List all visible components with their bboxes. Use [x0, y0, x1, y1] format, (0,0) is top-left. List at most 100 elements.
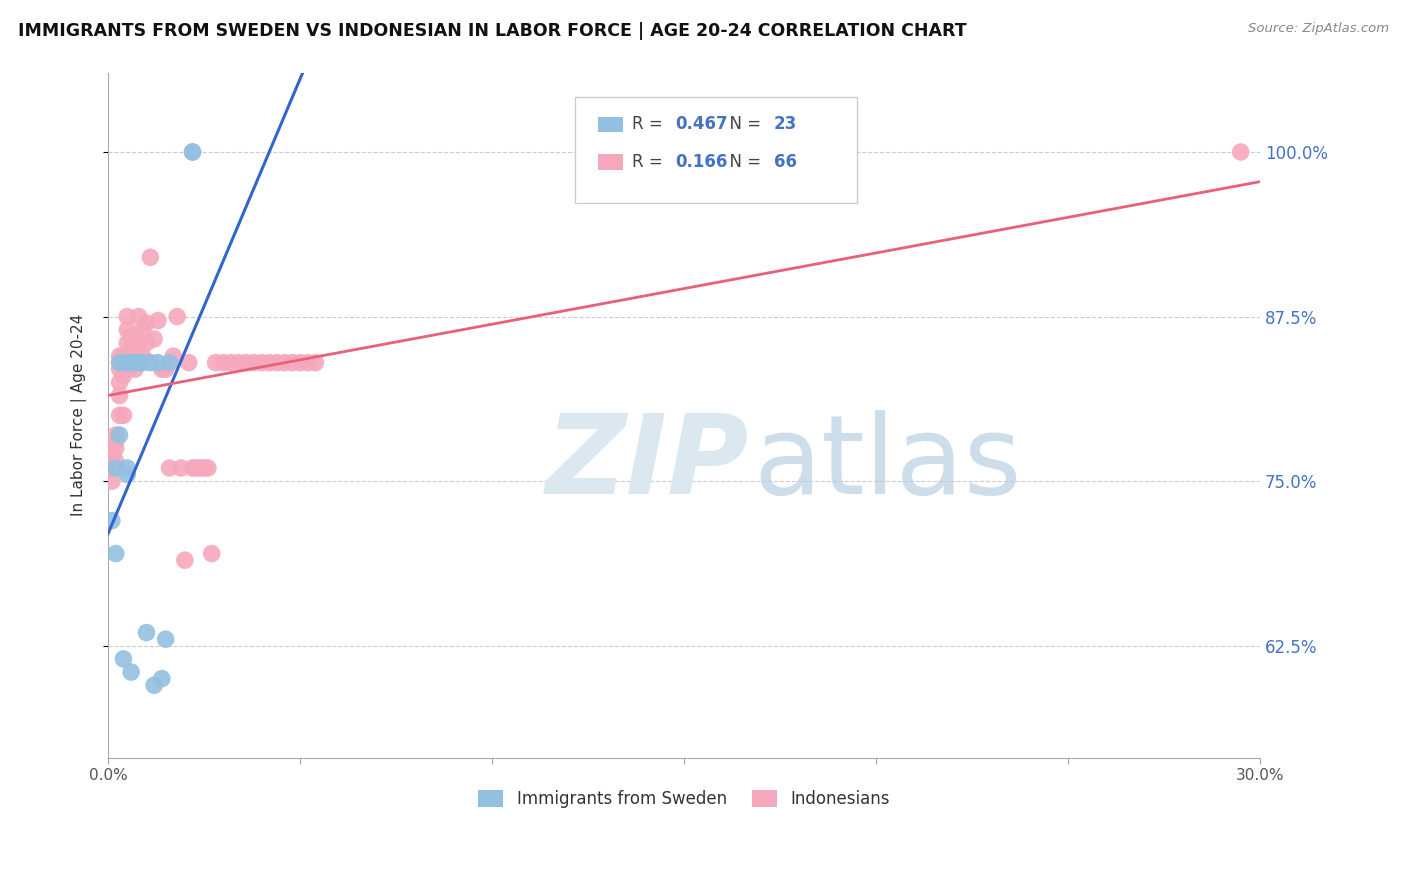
- Point: [150, 362, 173, 376]
- Point: [104, 428, 127, 442]
- Point: [108, 356, 131, 370]
- Point: [124, 362, 146, 376]
- Point: [159, 356, 181, 370]
- Point: [108, 349, 131, 363]
- Text: atlas: atlas: [754, 409, 1022, 516]
- Point: [124, 349, 146, 363]
- Point: [120, 343, 142, 357]
- Point: [135, 625, 157, 640]
- Point: [101, 514, 124, 528]
- Point: [128, 356, 150, 370]
- Point: [201, 547, 224, 561]
- Point: [181, 461, 204, 475]
- Point: [143, 678, 166, 692]
- Point: [204, 356, 226, 370]
- Point: [131, 349, 153, 363]
- Point: [131, 323, 153, 337]
- Point: [120, 665, 142, 679]
- Point: [128, 356, 150, 370]
- Point: [177, 356, 200, 370]
- Point: [108, 376, 131, 390]
- Point: [155, 362, 177, 376]
- Point: [104, 454, 127, 468]
- Point: [120, 356, 142, 370]
- Y-axis label: In Labor Force | Age 20-24: In Labor Force | Age 20-24: [72, 314, 87, 516]
- Point: [186, 461, 208, 475]
- Point: [219, 356, 242, 370]
- Point: [120, 329, 142, 343]
- FancyBboxPatch shape: [575, 97, 856, 203]
- Point: [139, 250, 162, 264]
- Point: [108, 428, 131, 442]
- Point: [170, 461, 193, 475]
- Point: [146, 356, 169, 370]
- Point: [288, 356, 311, 370]
- Point: [259, 356, 281, 370]
- Text: ZIP: ZIP: [546, 409, 749, 516]
- Point: [181, 145, 204, 159]
- Point: [266, 356, 288, 370]
- Point: [235, 356, 257, 370]
- Point: [108, 356, 131, 370]
- Point: [112, 356, 135, 370]
- Text: 0.166: 0.166: [675, 153, 727, 171]
- Text: R =: R =: [633, 153, 668, 171]
- Point: [101, 474, 124, 488]
- Point: [120, 356, 142, 370]
- Point: [108, 362, 131, 376]
- Point: [101, 461, 124, 475]
- Point: [212, 356, 235, 370]
- Point: [124, 356, 146, 370]
- Point: [1229, 145, 1251, 159]
- Point: [108, 388, 131, 402]
- Legend: Immigrants from Sweden, Indonesians: Immigrants from Sweden, Indonesians: [471, 783, 896, 814]
- Text: 23: 23: [773, 115, 797, 133]
- Point: [250, 356, 273, 370]
- Point: [135, 316, 157, 330]
- Point: [139, 356, 162, 370]
- Text: IMMIGRANTS FROM SWEDEN VS INDONESIAN IN LABOR FORCE | AGE 20-24 CORRELATION CHAR: IMMIGRANTS FROM SWEDEN VS INDONESIAN IN …: [18, 22, 967, 40]
- Point: [131, 356, 153, 370]
- Point: [173, 553, 195, 567]
- Point: [117, 467, 139, 482]
- Point: [117, 323, 139, 337]
- Text: N =: N =: [718, 115, 766, 133]
- Point: [135, 335, 157, 350]
- Point: [228, 356, 250, 370]
- Point: [117, 335, 139, 350]
- Point: [112, 652, 135, 666]
- Point: [117, 461, 139, 475]
- Point: [273, 356, 295, 370]
- Point: [117, 362, 139, 376]
- Text: Source: ZipAtlas.com: Source: ZipAtlas.com: [1249, 22, 1389, 36]
- Point: [297, 356, 319, 370]
- Point: [197, 461, 219, 475]
- Text: 0.467: 0.467: [675, 115, 727, 133]
- Point: [104, 434, 127, 449]
- Text: 66: 66: [773, 153, 797, 171]
- Point: [101, 448, 124, 462]
- Bar: [598, 154, 623, 169]
- Point: [304, 356, 326, 370]
- Point: [146, 313, 169, 327]
- Point: [128, 310, 150, 324]
- Point: [143, 332, 166, 346]
- Point: [104, 441, 127, 455]
- Text: R =: R =: [633, 115, 668, 133]
- Point: [112, 356, 135, 370]
- Point: [155, 632, 177, 647]
- Point: [166, 310, 188, 324]
- Point: [162, 349, 184, 363]
- Point: [117, 310, 139, 324]
- Point: [243, 356, 266, 370]
- Point: [281, 356, 304, 370]
- Point: [159, 461, 181, 475]
- Point: [112, 409, 135, 423]
- Point: [181, 145, 204, 159]
- Point: [112, 368, 135, 383]
- Point: [188, 461, 211, 475]
- Point: [150, 672, 173, 686]
- Point: [193, 461, 215, 475]
- Bar: [598, 117, 623, 132]
- Point: [108, 409, 131, 423]
